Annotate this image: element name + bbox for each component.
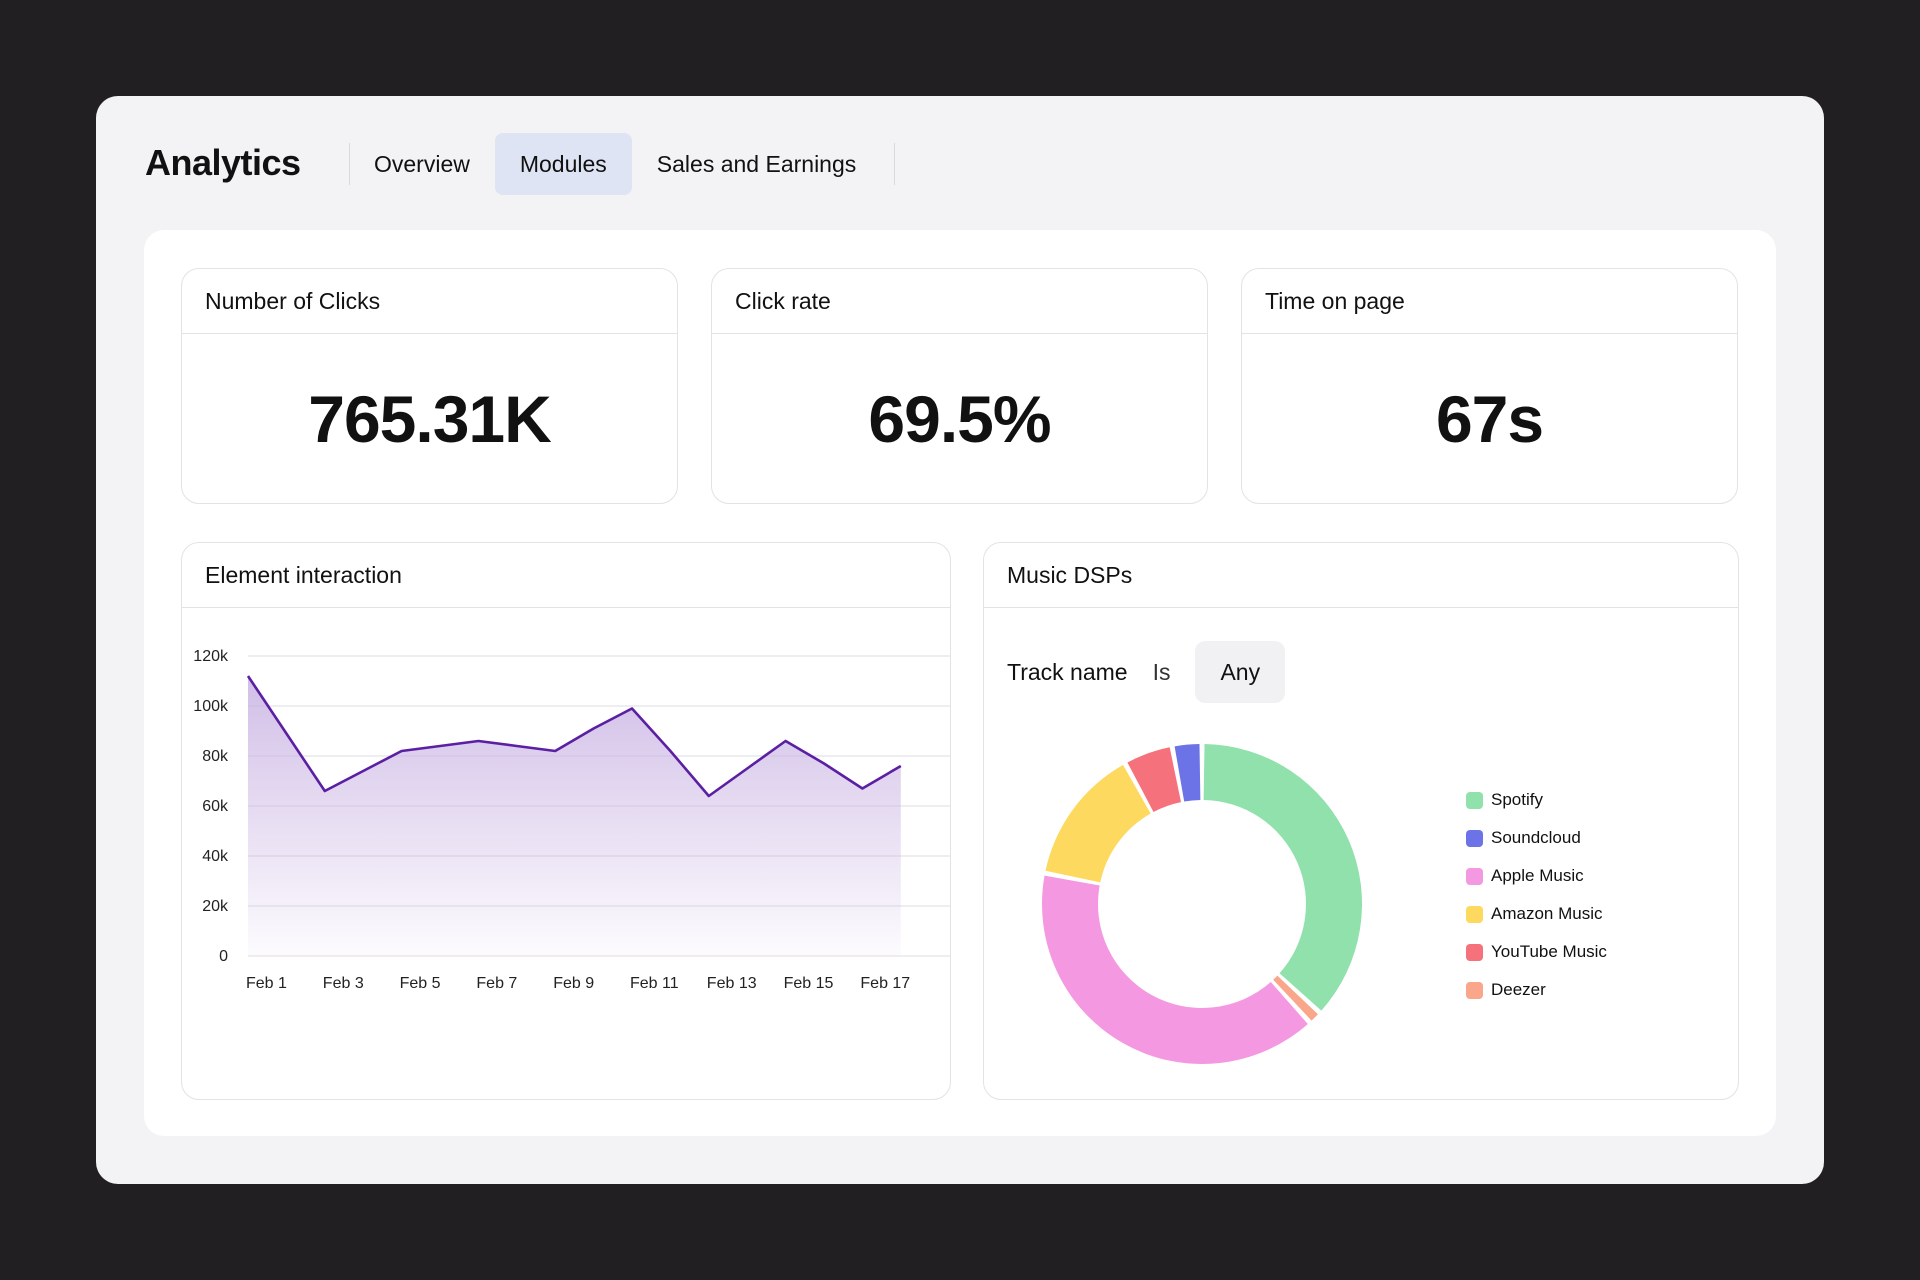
kpi-value: 67s xyxy=(1435,382,1544,456)
series-area xyxy=(248,676,901,956)
y-tick-label: 60k xyxy=(202,798,229,815)
chart-legend: Spotify Soundcloud Apple Music Amazon Music… xyxy=(1466,781,1607,1009)
y-tick-label: 80k xyxy=(202,748,229,765)
page-title: Analytics xyxy=(145,142,301,183)
legend-item: Apple Music xyxy=(1466,857,1607,895)
y-tick-label: 40k xyxy=(202,848,229,865)
kpi-card-click-rate: Click rate 69.5% xyxy=(711,268,1208,504)
kpi-value: 69.5% xyxy=(868,382,1051,456)
legend-item: Deezer xyxy=(1466,971,1607,1009)
x-tick-label: Feb 11 xyxy=(630,975,679,992)
kpi-title: Number of Clicks xyxy=(182,269,677,334)
legend-swatch xyxy=(1466,981,1483,999)
donut-slice-apple-music xyxy=(1042,875,1308,1064)
x-tick-label: Feb 15 xyxy=(784,975,834,992)
y-tick-label: 120k xyxy=(193,648,229,665)
legend-swatch xyxy=(1466,905,1483,923)
legend-swatch xyxy=(1466,943,1483,961)
y-tick-label: 0 xyxy=(219,948,228,965)
x-tick-label: Feb 13 xyxy=(707,975,757,992)
kpi-title: Click rate xyxy=(712,269,1207,334)
legend-label: Amazon Music xyxy=(1491,904,1603,923)
legend-label: Apple Music xyxy=(1491,866,1584,885)
legend-label: YouTube Music xyxy=(1491,942,1607,961)
tab-overview[interactable]: Overview xyxy=(374,151,470,177)
x-tick-label: Feb 7 xyxy=(476,975,517,992)
x-tick-label: Feb 1 xyxy=(246,975,287,992)
track-filter: Track name Is Any xyxy=(1007,641,1286,703)
header-divider xyxy=(894,143,895,185)
card-title: Element interaction xyxy=(182,543,950,608)
legend-item: Amazon Music xyxy=(1466,895,1607,933)
legend-swatch xyxy=(1466,791,1483,809)
app-header: Analytics Overview Modules Sales and Ear… xyxy=(96,96,1824,232)
legend-item: YouTube Music xyxy=(1466,933,1607,971)
filter-value-dropdown[interactable]: Any xyxy=(1195,641,1286,703)
music-dsps-card: Music DSPs Track name Is Any Spotify Soun… xyxy=(983,542,1739,1100)
kpi-title: Time on page xyxy=(1242,269,1737,334)
music-dsps-donut-chart xyxy=(1042,744,1362,1064)
legend-swatch xyxy=(1466,867,1483,885)
modules-content: Number of Clicks 765.31K Click rate 69.5… xyxy=(144,230,1776,1136)
donut-slice-youtube-music xyxy=(1127,747,1181,812)
series-line xyxy=(246,675,902,798)
donut-slice-amazon-music xyxy=(1045,764,1151,883)
y-tick-label: 100k xyxy=(193,698,229,715)
legend-item: Spotify xyxy=(1466,781,1607,819)
element-interaction-chart: 0 20k 40k 60k 80k 100k 120k Feb 1 Feb 3 Feb 5 Feb … xyxy=(193,648,950,992)
legend-label: Soundcloud xyxy=(1491,828,1581,847)
legend-item: Soundcloud xyxy=(1466,819,1607,857)
legend-swatch xyxy=(1466,829,1483,847)
element-interaction-card: Element interaction 0 20k 40k 60k 80k 100k 120… xyxy=(181,542,951,1100)
filter-field-label: Track name xyxy=(1007,658,1128,685)
donut-slice-spotify xyxy=(1203,744,1362,1011)
kpi-value: 765.31K xyxy=(308,382,552,456)
card-title: Music DSPs xyxy=(984,543,1738,608)
x-tick-label: Feb 3 xyxy=(323,975,364,992)
donut-slice-soundcloud xyxy=(1174,744,1201,802)
x-tick-label: Feb 5 xyxy=(400,975,441,992)
kpi-card-time-on-page: Time on page 67s xyxy=(1241,268,1738,504)
tab-modules[interactable]: Modules xyxy=(494,133,632,195)
analytics-window: Analytics Overview Modules Sales and Ear… xyxy=(96,96,1824,1184)
donut-slice-deezer xyxy=(1273,975,1318,1021)
tab-bar: Overview Modules Sales and Earnings xyxy=(349,133,881,195)
header-divider xyxy=(349,143,350,185)
filter-operator[interactable]: Is xyxy=(1152,658,1171,685)
legend-label: Spotify xyxy=(1491,790,1543,809)
tab-sales-and-earnings[interactable]: Sales and Earnings xyxy=(656,151,857,177)
x-tick-label: Feb 17 xyxy=(860,975,910,992)
legend-label: Deezer xyxy=(1491,980,1546,999)
y-tick-label: 20k xyxy=(202,898,229,915)
x-tick-label: Feb 9 xyxy=(553,975,594,992)
kpi-card-number-of-clicks: Number of Clicks 765.31K xyxy=(181,268,678,504)
